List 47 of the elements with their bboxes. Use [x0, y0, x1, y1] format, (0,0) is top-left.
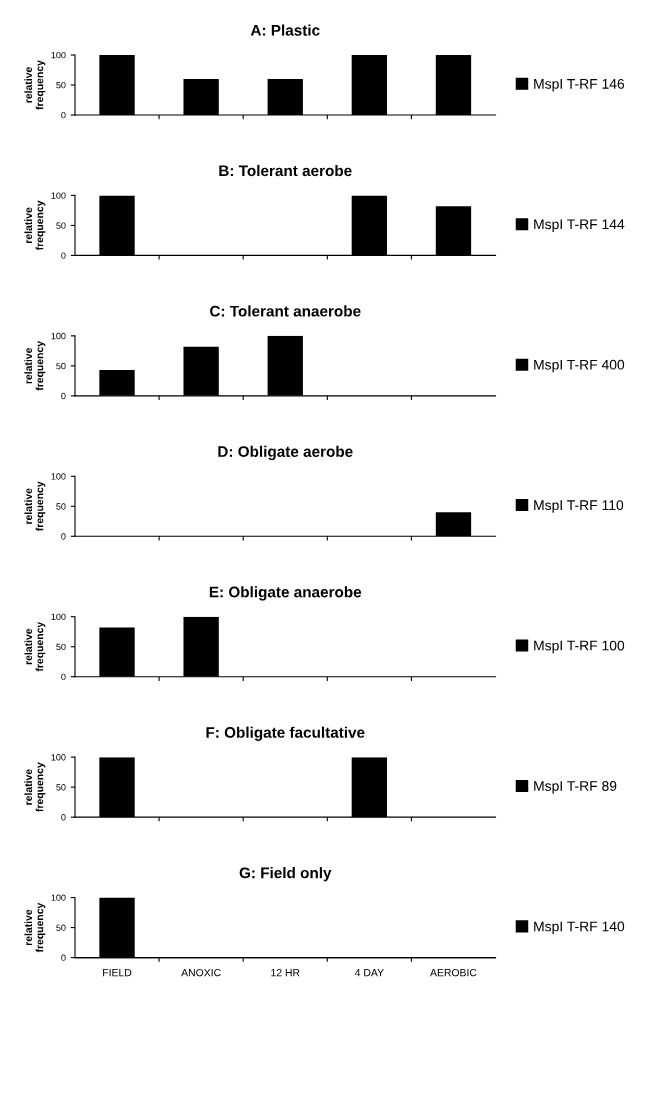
- chart-title: D: Obligate aerobe: [218, 445, 353, 461]
- legend-label: MspI T-RF 146: [534, 78, 625, 92]
- y-axis-title: relative frequency: [24, 481, 46, 531]
- chart-title: E: Obligate anaerobe: [209, 586, 362, 601]
- y-tick-label: 0: [61, 111, 66, 119]
- chart-title: C: Tolerant anaerobe: [210, 305, 361, 317]
- text: MspI T-RF 144: [534, 219, 625, 232]
- y-axis-title: relative frequency: [24, 621, 46, 672]
- y-tick-label: 0: [61, 533, 66, 540]
- chart-title: A: Plastic: [250, 24, 320, 36]
- y-tick-label: 100: [51, 894, 66, 901]
- y-tick-label: 100: [51, 613, 66, 621]
- chart-title: B: Tolerant aerobe: [219, 164, 352, 177]
- y-tick-label: 0: [61, 954, 66, 961]
- x-tick-label: AEROBIC: [430, 968, 477, 977]
- y-tick-label: 100: [51, 192, 66, 199]
- x-tick-label: 4 DAY: [354, 969, 384, 977]
- y-axis-title: relative frequency: [24, 902, 46, 953]
- y-tick-label: 100: [51, 473, 66, 480]
- legend-label: MspI T-RF 140: [534, 921, 625, 935]
- legend-label: MspI T-RF 400: [534, 359, 625, 373]
- y-tick-label: 50: [56, 503, 66, 510]
- chart-title: F: Obligate facultative: [206, 726, 365, 741]
- y-tick-label: 100: [51, 754, 66, 761]
- y-axis-title: relative frequency: [24, 200, 46, 251]
- y-tick-label: 100: [51, 332, 66, 340]
- y-axis-title: relative frequency: [24, 60, 46, 110]
- y-tick-label: 0: [61, 392, 66, 400]
- y-tick-label: 50: [56, 81, 66, 89]
- y-tick-label: 50: [56, 784, 66, 791]
- y-tick-label: 100: [51, 51, 66, 59]
- y-tick-label: 50: [56, 924, 66, 931]
- y-tick-label: 0: [61, 814, 66, 821]
- text: MspI T-RF 89: [534, 781, 617, 794]
- y-tick-label: 50: [56, 222, 66, 229]
- chart-title: G: Field only: [239, 867, 332, 882]
- text: MspI T-RF 110: [534, 500, 624, 513]
- legend-label: MspI T-RF 100: [534, 640, 625, 654]
- x-tick-label: ANOXIC: [181, 968, 221, 977]
- y-tick-label: 0: [61, 673, 66, 681]
- y-axis-title: relative frequency: [24, 341, 46, 391]
- y-tick-label: 0: [61, 252, 66, 259]
- y-tick-label: 50: [56, 643, 66, 651]
- y-axis-title: relative frequency: [24, 762, 46, 812]
- y-tick-label: 50: [56, 362, 66, 370]
- x-tick-label: FIELD: [103, 969, 132, 977]
- x-tick-label: 12 HR: [271, 968, 300, 977]
